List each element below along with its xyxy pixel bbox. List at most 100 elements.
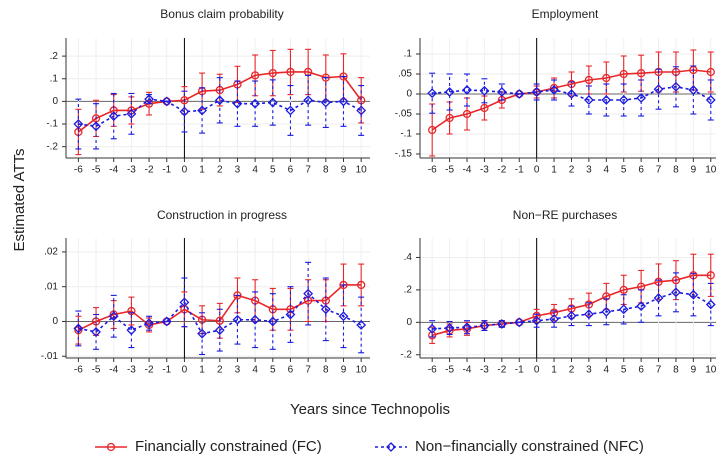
marker	[214, 325, 225, 336]
x-tick-label: 6	[638, 365, 644, 376]
marker	[127, 306, 136, 316]
marker	[197, 328, 208, 339]
x-tick-label: 8	[323, 365, 329, 376]
legend-marker	[106, 442, 116, 452]
x-tick-label: 10	[356, 365, 368, 376]
marker	[445, 113, 454, 123]
marker	[268, 68, 277, 78]
marker	[339, 280, 348, 290]
series-line	[78, 292, 362, 335]
error-bar	[234, 80, 241, 127]
marker	[583, 95, 594, 105]
marker	[444, 323, 455, 333]
marker	[618, 95, 629, 105]
x-tick-label: -3	[127, 365, 136, 376]
marker	[636, 301, 647, 312]
y-tick-label: 0	[406, 317, 412, 328]
series-line	[431, 69, 711, 131]
panel-title: Construction in progress	[157, 208, 287, 222]
marker	[602, 73, 611, 83]
marker	[144, 94, 154, 105]
x-tick-label: -3	[127, 165, 136, 176]
panel-title: Non−RE purchases	[513, 208, 617, 222]
marker	[636, 93, 647, 103]
x-tick-label: 9	[341, 165, 347, 176]
panel-title: Employment	[532, 7, 599, 21]
series-line	[432, 85, 712, 101]
marker	[462, 109, 472, 119]
y-tick-label: 0	[52, 96, 58, 107]
marker	[267, 97, 278, 108]
marker	[303, 288, 314, 299]
marker	[444, 87, 455, 97]
panel: Employment -.15 -.1 -.05 0 .05 .1 -6 -5 -4 -3 -2 -1 0…	[395, 7, 717, 175]
x-tick-label: 7	[656, 165, 662, 176]
x-tick-label: -4	[109, 165, 118, 176]
error-bar	[585, 302, 592, 327]
x-tick-label: -6	[74, 365, 83, 376]
x-tick-label: -5	[445, 365, 454, 376]
error-bar	[110, 294, 117, 338]
marker	[566, 89, 577, 99]
marker	[321, 73, 330, 82]
y-tick-label: .1	[404, 49, 413, 60]
panel: Construction in progress-.010.01.02-6 -5-…	[41, 208, 370, 376]
x-tick-label: -1	[162, 165, 171, 176]
panel: Non−RE purchases-.20.2.4-6 -5 -4 -3 -2 -1 0 1 2 3…	[400, 208, 716, 375]
error-bar	[128, 312, 135, 349]
marker	[126, 325, 137, 336]
marker	[462, 85, 472, 95]
x-tick-label: 10	[705, 165, 717, 176]
error-bar	[551, 79, 558, 101]
x-tick-label: 1	[551, 365, 557, 376]
marker	[583, 309, 594, 320]
error-bar	[269, 79, 276, 126]
x-tick-label: 3	[235, 165, 241, 176]
x-tick-label: 2	[569, 165, 575, 176]
error-bar	[446, 73, 453, 111]
marker	[180, 96, 189, 105]
x-tick-label: 8	[323, 165, 329, 176]
series-line	[431, 274, 711, 337]
marker	[91, 121, 101, 132]
error-bar	[707, 79, 714, 121]
error-bar	[603, 83, 610, 117]
marker	[303, 95, 314, 106]
x-tick-label: -1	[162, 365, 171, 376]
error-bar	[252, 291, 259, 349]
x-tick-label: -1	[515, 165, 524, 176]
marker	[126, 108, 137, 119]
y-tick-label: .05	[398, 69, 412, 80]
marker	[584, 300, 594, 309]
marker	[671, 287, 681, 298]
marker	[653, 293, 664, 303]
x-tick-label: 8	[673, 165, 679, 176]
x-tick-label: -2	[145, 165, 154, 176]
x-tick-label: 6	[288, 365, 294, 376]
marker	[531, 87, 542, 97]
x-tick-label: 5	[621, 165, 627, 176]
marker	[566, 310, 577, 321]
marker	[250, 98, 261, 109]
error-bar	[93, 313, 100, 350]
marker	[427, 323, 438, 334]
x-tick-label: 9	[691, 365, 697, 376]
marker	[601, 95, 612, 105]
marker	[356, 105, 367, 116]
x-tick-label: 7	[656, 365, 662, 376]
x-tick-label: 6	[288, 165, 294, 176]
x-tick-label: 3	[586, 165, 592, 176]
panel: Bonus claim probability -.2 -.1 0 .1 .2 -6 -5 -4…	[46, 7, 370, 176]
marker	[91, 326, 101, 337]
x-tick-label: 9	[691, 165, 697, 176]
x-tick-label: 5	[270, 365, 276, 376]
x-tick-label: 4	[252, 165, 258, 176]
marker	[618, 304, 629, 315]
marker	[549, 85, 559, 95]
error-bar	[620, 83, 627, 117]
error-bar	[655, 279, 662, 317]
marker	[514, 317, 525, 328]
y-tick-label: -.1	[46, 119, 58, 130]
x-tick-label: 4	[604, 165, 610, 176]
x-tick-label: -5	[92, 365, 101, 376]
